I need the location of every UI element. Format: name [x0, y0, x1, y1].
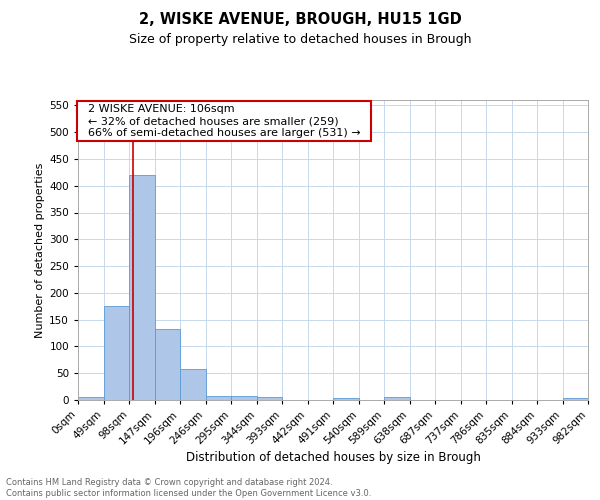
- Text: 2 WISKE AVENUE: 106sqm  
  ← 32% of detached houses are smaller (259)  
  66% of: 2 WISKE AVENUE: 106sqm ← 32% of detached…: [80, 104, 367, 138]
- Bar: [384, 398, 409, 400]
- Bar: [257, 398, 282, 400]
- Bar: [78, 398, 104, 400]
- Text: 2, WISKE AVENUE, BROUGH, HU15 1GD: 2, WISKE AVENUE, BROUGH, HU15 1GD: [139, 12, 461, 28]
- Bar: [205, 396, 231, 400]
- Bar: [129, 175, 155, 400]
- Bar: [333, 398, 359, 400]
- Text: Size of property relative to detached houses in Brough: Size of property relative to detached ho…: [129, 32, 471, 46]
- Bar: [155, 329, 180, 400]
- Bar: [231, 396, 257, 400]
- Bar: [104, 306, 129, 400]
- Text: Contains HM Land Registry data © Crown copyright and database right 2024.
Contai: Contains HM Land Registry data © Crown c…: [6, 478, 371, 498]
- Y-axis label: Number of detached properties: Number of detached properties: [35, 162, 45, 338]
- X-axis label: Distribution of detached houses by size in Brough: Distribution of detached houses by size …: [185, 452, 481, 464]
- Bar: [180, 369, 205, 400]
- Bar: [563, 398, 588, 400]
